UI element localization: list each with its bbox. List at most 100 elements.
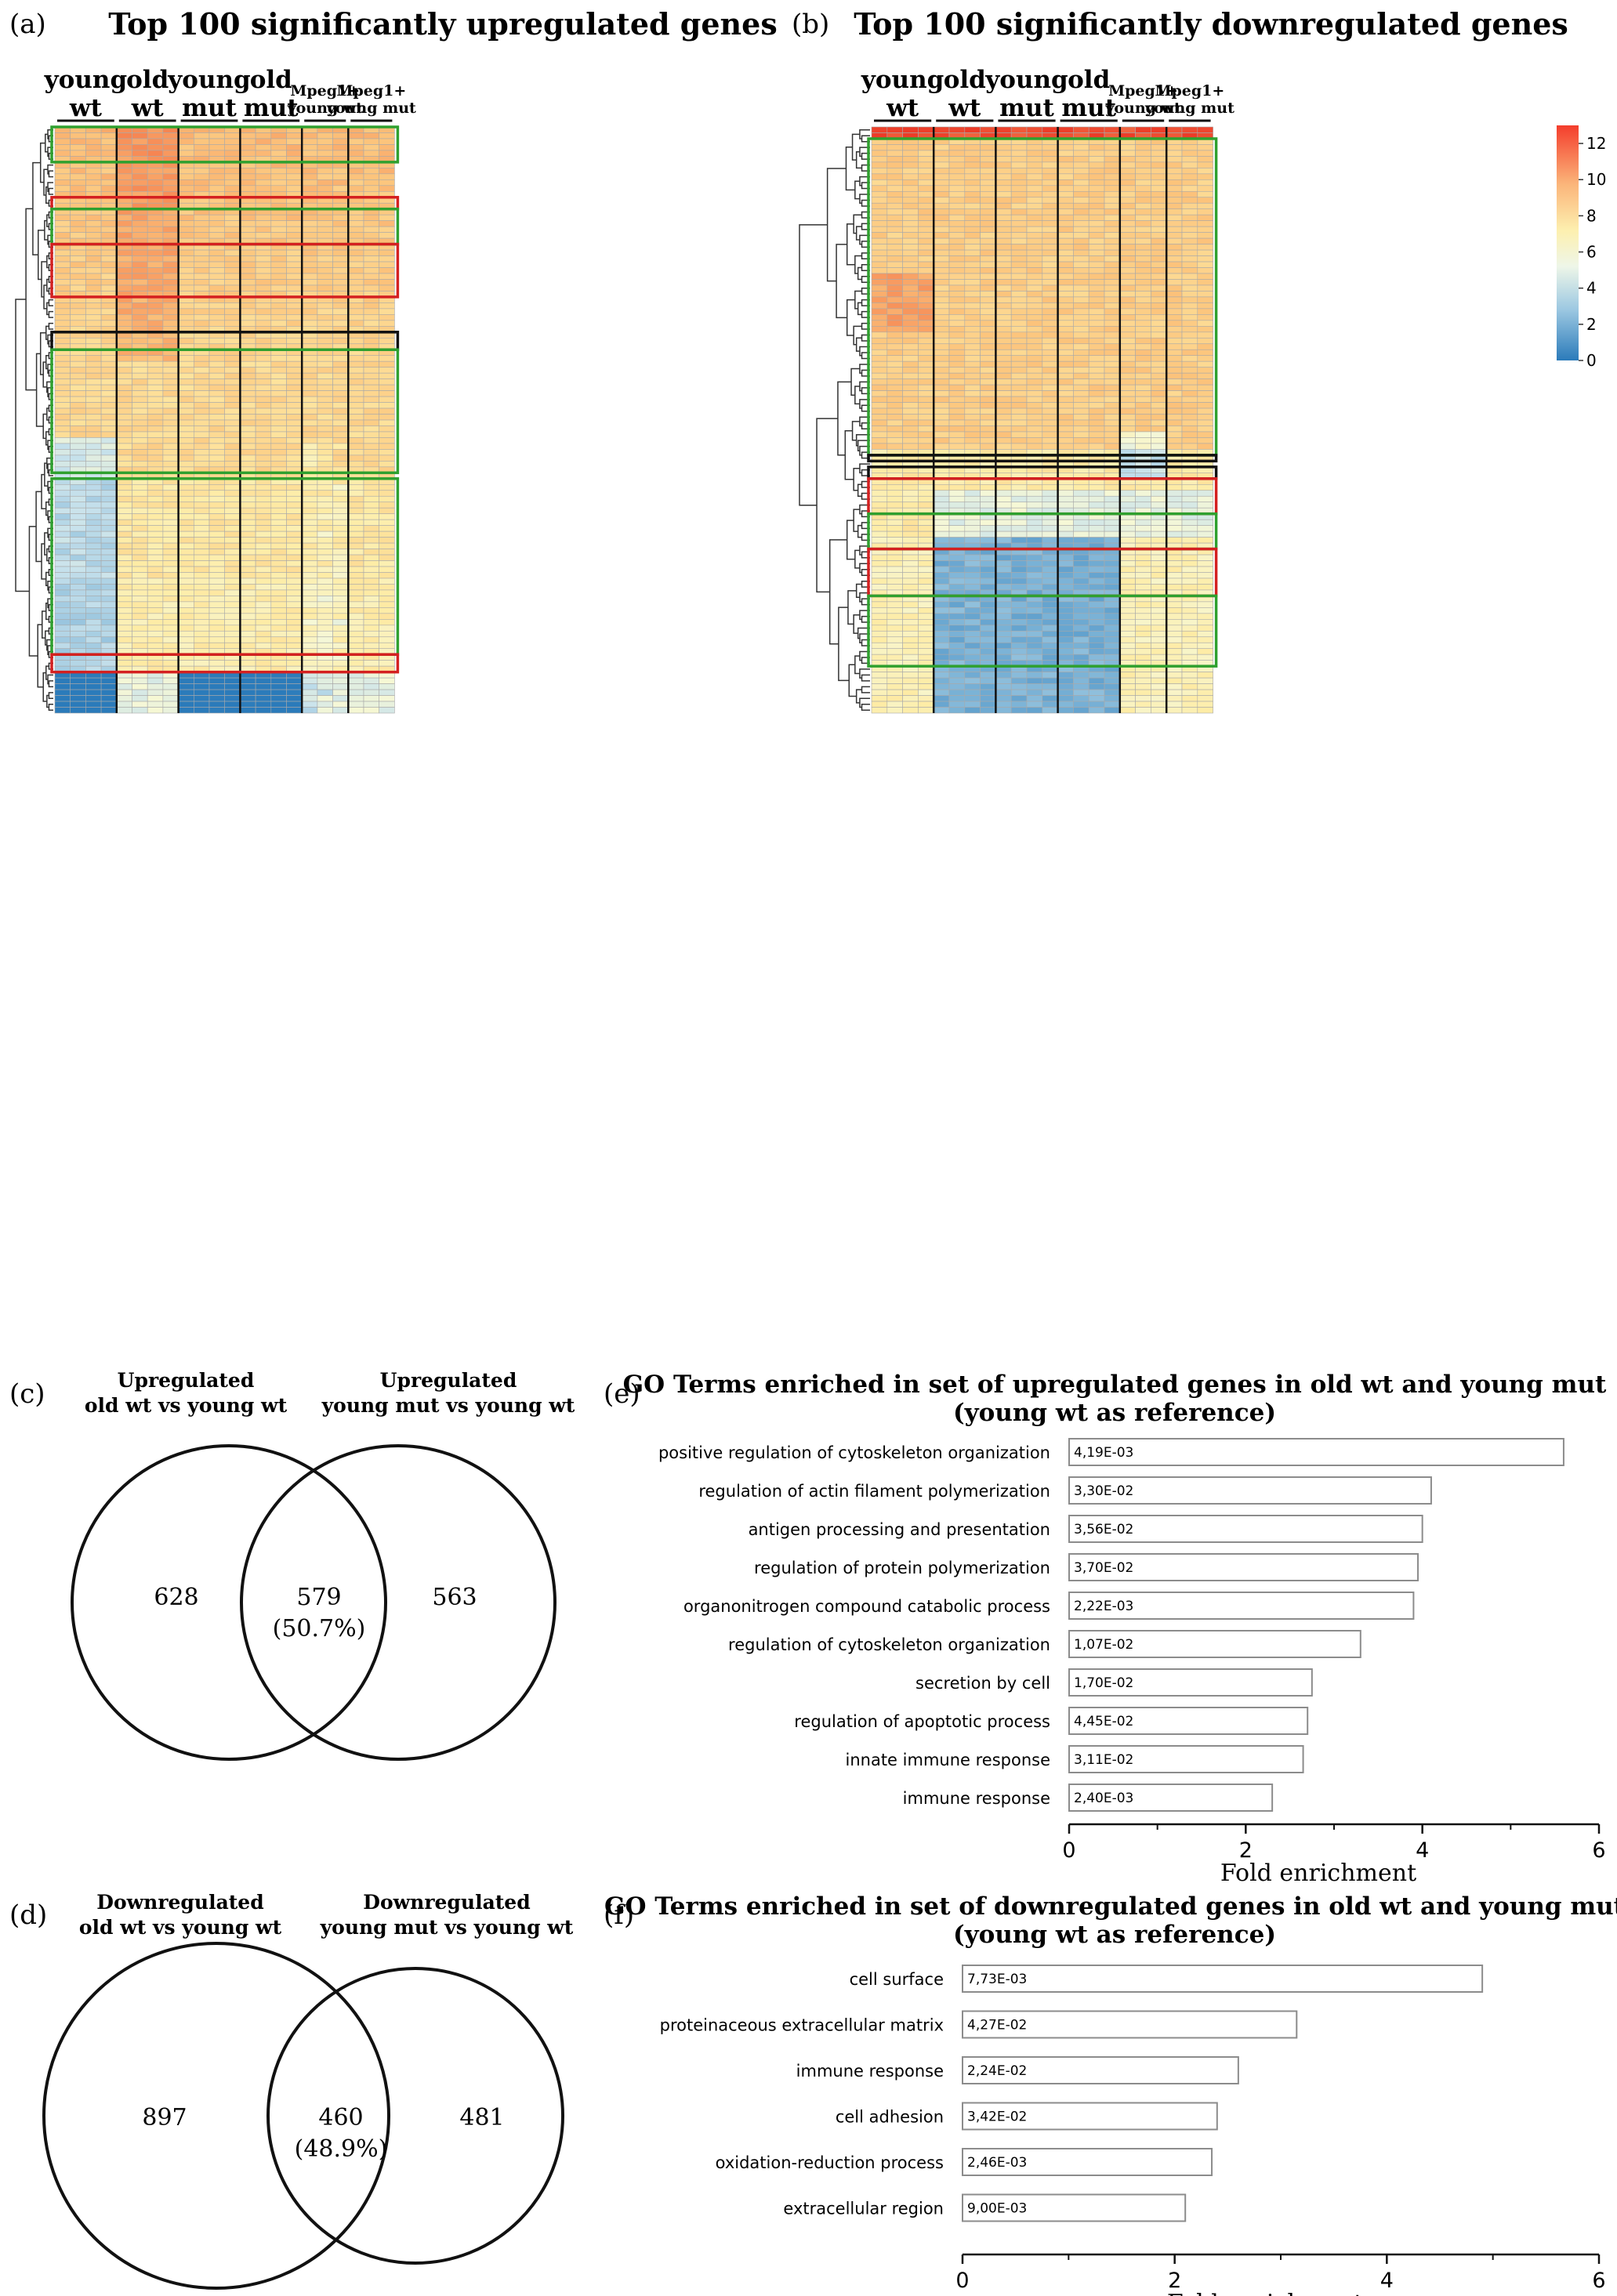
heatmap-cell (301, 636, 318, 643)
heatmap-cell (980, 426, 996, 433)
dendrogram-branch (847, 590, 857, 625)
heatmap-cell (70, 355, 86, 362)
colorbar-tick-label: 4 (1586, 279, 1597, 298)
heatmap-cell (995, 255, 1012, 263)
heatmap-cell (379, 549, 395, 556)
heatmap-cell (948, 343, 966, 350)
heatmap-cell (995, 531, 1012, 538)
venn-c-right-title-2: young mut vs young wt (321, 1394, 575, 1417)
heatmap-cell (147, 414, 164, 421)
heatmap-cell (132, 320, 148, 327)
heatmap-cell (1119, 689, 1136, 696)
x-axis-tick-label: 4 (1380, 2269, 1394, 2293)
heatmap-cell (379, 443, 395, 450)
heatmap-cell (178, 320, 194, 327)
heatmap-cell (286, 519, 303, 526)
heatmap-cell (178, 607, 194, 614)
heatmap-cell (301, 378, 318, 386)
heatmap-cell (379, 255, 395, 263)
heatmap-cell (132, 630, 148, 638)
heatmap-cell (116, 495, 132, 503)
heatmap-cell (1181, 355, 1198, 362)
heatmap-cell (1181, 502, 1198, 509)
heatmap-cell (995, 372, 1012, 379)
heatmap-cell (194, 308, 210, 315)
p-value-label: 3,42E-02 (967, 2109, 1027, 2125)
heatmap-cell (1026, 390, 1043, 397)
heatmap-cell (1197, 584, 1213, 591)
heatmap-cell (1104, 296, 1121, 303)
heatmap-cell (933, 390, 950, 397)
heatmap-cell (933, 378, 950, 386)
heatmap-cell (964, 407, 981, 415)
heatmap-cell (100, 132, 118, 139)
heatmap-cell (948, 302, 966, 310)
heatmap-cell (132, 355, 148, 362)
heatmap-cell (162, 185, 179, 192)
heatmap-cell (948, 572, 966, 579)
heatmap-cell (116, 220, 132, 227)
heatmap-cell (1010, 636, 1028, 643)
heatmap-cell (132, 261, 148, 268)
heatmap-cell (1197, 367, 1213, 374)
heatmap-cell (1104, 244, 1121, 251)
heatmap-cell (886, 273, 903, 280)
heatmap-cell (208, 584, 226, 591)
heatmap-cell (162, 279, 179, 286)
heatmap-cell (902, 185, 919, 192)
heatmap-cell (886, 326, 903, 333)
heatmap-cell (1197, 179, 1213, 187)
heatmap-cell (1135, 197, 1151, 204)
dendrogram-branch (861, 686, 870, 694)
heatmap-cell (1057, 707, 1074, 714)
heatmap-cell (886, 419, 903, 426)
heatmap-cell (194, 360, 210, 368)
heatmap-cell (255, 507, 272, 514)
heatmap-cell (54, 660, 71, 667)
heatmap-cell (964, 636, 981, 643)
heatmap-cell (1119, 267, 1136, 274)
heatmap-cell (162, 273, 179, 280)
heatmap-cell (54, 144, 71, 151)
heatmap-cell (116, 607, 132, 614)
heatmap-cell (1026, 419, 1043, 426)
heatmap-cell (1181, 378, 1198, 386)
heatmap-cell (1010, 613, 1028, 620)
heatmap-cell (1042, 343, 1058, 350)
heatmap-cell (85, 273, 102, 280)
heatmap-cell (100, 461, 118, 468)
heatmap-cell (964, 320, 981, 327)
heatmap-cell (162, 495, 179, 503)
heatmap-cell (240, 483, 256, 491)
heatmap-cell (1181, 156, 1198, 163)
heatmap-cell (1073, 525, 1089, 532)
heatmap-cell (255, 378, 272, 386)
heatmap-cell (116, 554, 132, 561)
heatmap-cell (208, 214, 226, 221)
heatmap-cell (1181, 126, 1198, 133)
heatmap-cell (194, 677, 210, 684)
heatmap-cell (1135, 150, 1151, 157)
heatmap-cell (270, 689, 287, 696)
heatmap-cell (85, 255, 102, 263)
heatmap-cell (1088, 214, 1105, 221)
heatmap-cell (162, 214, 179, 221)
heatmap-cell (1010, 372, 1028, 379)
heatmap-cell (162, 337, 179, 345)
heatmap-cell (1010, 707, 1028, 714)
heatmap-cell (980, 343, 996, 350)
heatmap-cell (286, 613, 303, 620)
heatmap-cell (162, 589, 179, 596)
heatmap-cell (347, 437, 364, 444)
heatmap-cell (132, 419, 148, 426)
heatmap-cell (147, 584, 164, 591)
heatmap-cell (1057, 168, 1074, 175)
heatmap-cell (208, 261, 226, 268)
heatmap-cell (871, 249, 888, 256)
heatmap-cell (918, 291, 934, 298)
heatmap-cell (194, 138, 210, 145)
heatmap-cell (178, 267, 194, 274)
heatmap-cell (70, 168, 86, 175)
heatmap-cell (1057, 150, 1074, 157)
heatmap-cell (147, 695, 164, 702)
